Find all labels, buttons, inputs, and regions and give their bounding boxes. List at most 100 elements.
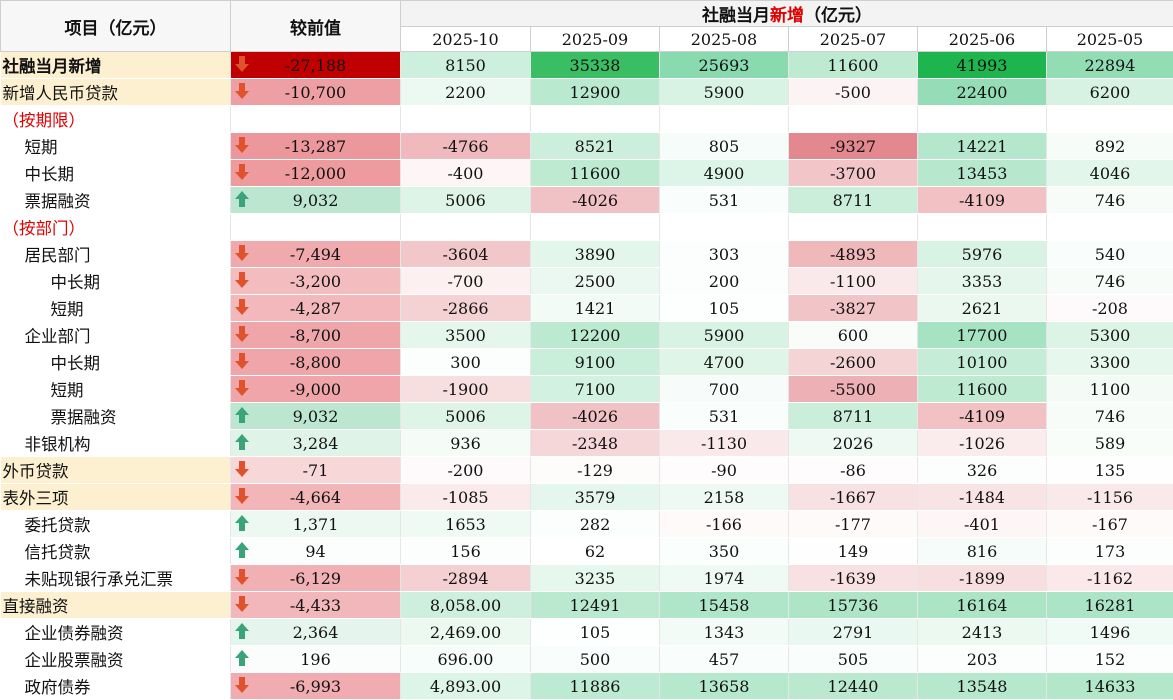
value-cell[interactable]: -4109 [918,187,1047,214]
change-cell[interactable]: -4,287 [231,295,401,322]
value-cell[interactable]: 531 [660,187,789,214]
value-cell[interactable]: 11600 [789,52,918,79]
section-label[interactable]: （按部门） [1,214,231,241]
value-cell[interactable]: 4900 [660,160,789,187]
row-label[interactable]: 中长期 [1,268,231,295]
value-cell[interactable]: 13658 [660,673,789,700]
value-cell[interactable]: 936 [401,430,531,457]
value-cell[interactable]: 350 [660,538,789,565]
change-cell[interactable]: -7,494 [231,241,401,268]
value-cell[interactable]: 5300 [1047,322,1173,349]
value-cell[interactable]: -4026 [531,403,660,430]
value-cell[interactable]: 746 [1047,268,1173,295]
value-cell[interactable]: 1653 [401,511,531,538]
row-label[interactable]: 企业部门 [1,322,231,349]
value-cell[interactable]: -2894 [401,565,531,592]
value-cell[interactable]: 2026 [789,430,918,457]
value-cell[interactable]: 805 [660,133,789,160]
value-cell[interactable]: 2791 [789,619,918,646]
value-cell[interactable]: 62 [531,538,660,565]
value-cell[interactable]: 540 [1047,241,1173,268]
row-label[interactable]: 未贴现银行承兑汇票 [1,565,231,592]
value-cell[interactable]: -1900 [401,376,531,403]
value-cell[interactable]: -3700 [789,160,918,187]
value-cell[interactable]: 2500 [531,268,660,295]
change-cell[interactable]: 196 [231,646,401,673]
change-cell[interactable]: -4,433 [231,592,401,619]
value-cell[interactable]: 149 [789,538,918,565]
change-cell[interactable]: -71 [231,457,401,484]
value-cell[interactable]: 8,058.00 [401,592,531,619]
value-cell[interactable]: 5900 [660,79,789,106]
value-cell[interactable]: 3300 [1047,349,1173,376]
value-cell[interactable]: 816 [918,538,1047,565]
value-cell[interactable]: 700 [660,376,789,403]
row-label[interactable]: 企业债券融资 [1,619,231,646]
change-cell[interactable]: 9,032 [231,403,401,430]
value-cell[interactable]: 6200 [1047,79,1173,106]
value-cell[interactable]: 156 [401,538,531,565]
row-label[interactable]: 信托贷款 [1,538,231,565]
change-cell[interactable]: -12,000 [231,160,401,187]
value-cell[interactable]: -1162 [1047,565,1173,592]
value-cell[interactable]: 105 [531,619,660,646]
value-cell[interactable]: -1639 [789,565,918,592]
value-cell[interactable]: -177 [789,511,918,538]
value-cell[interactable]: -400 [401,160,531,187]
change-cell[interactable]: -6,129 [231,565,401,592]
value-cell[interactable]: -1156 [1047,484,1173,511]
value-cell[interactable]: 300 [401,349,531,376]
value-cell[interactable]: 7100 [531,376,660,403]
value-cell[interactable]: 5900 [660,322,789,349]
change-cell[interactable]: 3,284 [231,430,401,457]
change-cell[interactable]: 94 [231,538,401,565]
value-cell[interactable]: 5006 [401,187,531,214]
value-cell[interactable]: -700 [401,268,531,295]
value-cell[interactable]: -200 [401,457,531,484]
change-cell[interactable]: -3,200 [231,268,401,295]
value-cell[interactable]: 135 [1047,457,1173,484]
value-cell[interactable]: 3235 [531,565,660,592]
row-label[interactable]: 委托贷款 [1,511,231,538]
value-cell[interactable]: -129 [531,457,660,484]
change-cell[interactable]: -13,287 [231,133,401,160]
value-cell[interactable]: 22894 [1047,52,1173,79]
value-cell[interactable]: 13453 [918,160,1047,187]
value-cell[interactable]: 5006 [401,403,531,430]
value-cell[interactable]: -1484 [918,484,1047,511]
change-cell[interactable]: 2,364 [231,619,401,646]
value-cell[interactable]: 41993 [918,52,1047,79]
value-cell[interactable]: 22400 [918,79,1047,106]
value-cell[interactable]: 303 [660,241,789,268]
row-label[interactable]: 票据融资 [1,187,231,214]
value-cell[interactable]: 15458 [660,592,789,619]
value-cell[interactable]: 3500 [401,322,531,349]
month-header-2025-08[interactable]: 2025-08 [660,27,789,52]
value-cell[interactable]: 746 [1047,403,1173,430]
value-cell[interactable]: 600 [789,322,918,349]
value-cell[interactable]: 5976 [918,241,1047,268]
change-cell[interactable]: -27,188 [231,52,401,79]
value-cell[interactable]: 2621 [918,295,1047,322]
value-cell[interactable]: 11600 [531,160,660,187]
month-header-2025-05[interactable]: 2025-05 [1047,27,1173,52]
row-label[interactable]: 短期 [1,133,231,160]
item-column-header[interactable]: 项目（亿元） [1,1,231,52]
value-cell[interactable]: -167 [1047,511,1173,538]
value-cell[interactable]: 1974 [660,565,789,592]
value-cell[interactable]: 12900 [531,79,660,106]
value-cell[interactable]: 8711 [789,187,918,214]
change-cell[interactable]: -9,000 [231,376,401,403]
value-cell[interactable]: 282 [531,511,660,538]
month-header-2025-07[interactable]: 2025-07 [789,27,918,52]
value-cell[interactable]: 3353 [918,268,1047,295]
row-label[interactable]: 中长期 [1,160,231,187]
value-cell[interactable]: 457 [660,646,789,673]
value-cell[interactable]: -166 [660,511,789,538]
value-cell[interactable]: 14221 [918,133,1047,160]
value-cell[interactable]: 12491 [531,592,660,619]
row-label[interactable]: 居民部门 [1,241,231,268]
value-cell[interactable]: 589 [1047,430,1173,457]
value-cell[interactable]: -4026 [531,187,660,214]
value-cell[interactable]: -2348 [531,430,660,457]
